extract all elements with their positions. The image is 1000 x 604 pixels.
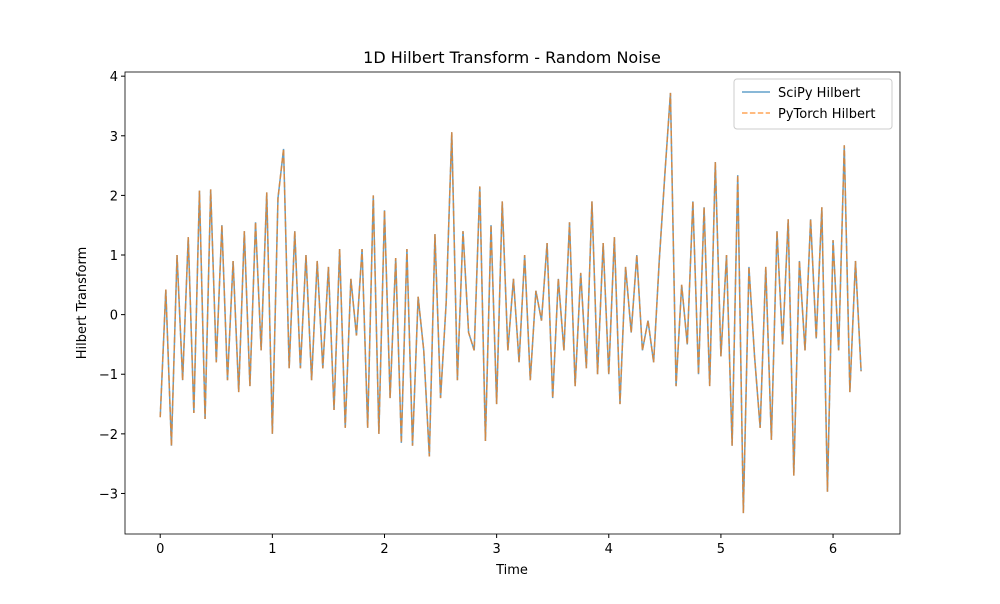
x-tick-label: 6 [829, 542, 837, 557]
legend-label: SciPy Hilbert [778, 86, 860, 101]
x-tick-label: 2 [380, 542, 388, 557]
x-tick-label: 3 [492, 542, 500, 557]
legend-box [733, 78, 893, 130]
data-line [159, 92, 862, 514]
legend-label: PyTorch Hilbert [778, 107, 876, 122]
x-tick-label: 4 [605, 542, 613, 557]
x-tick-label: 0 [156, 542, 164, 557]
y-tick-label: −2 [99, 428, 118, 443]
plot-frame [124, 71, 901, 535]
y-axis-label: Hilbert Transform [75, 247, 90, 360]
y-tick-label: 3 [110, 130, 118, 145]
y-tick-label: 0 [110, 309, 118, 324]
y-tick-label: 1 [110, 249, 118, 264]
chart-title: 1D Hilbert Transform - Random Noise [363, 48, 661, 67]
x-tick-label: 1 [268, 542, 276, 557]
y-tick-label: 2 [110, 189, 118, 204]
y-tick-label: 4 [110, 70, 118, 85]
y-tick-label: −3 [99, 487, 118, 502]
y-tick-label: −1 [99, 368, 118, 383]
x-axis-label: Time [495, 563, 528, 578]
x-tick-label: 5 [717, 542, 725, 557]
